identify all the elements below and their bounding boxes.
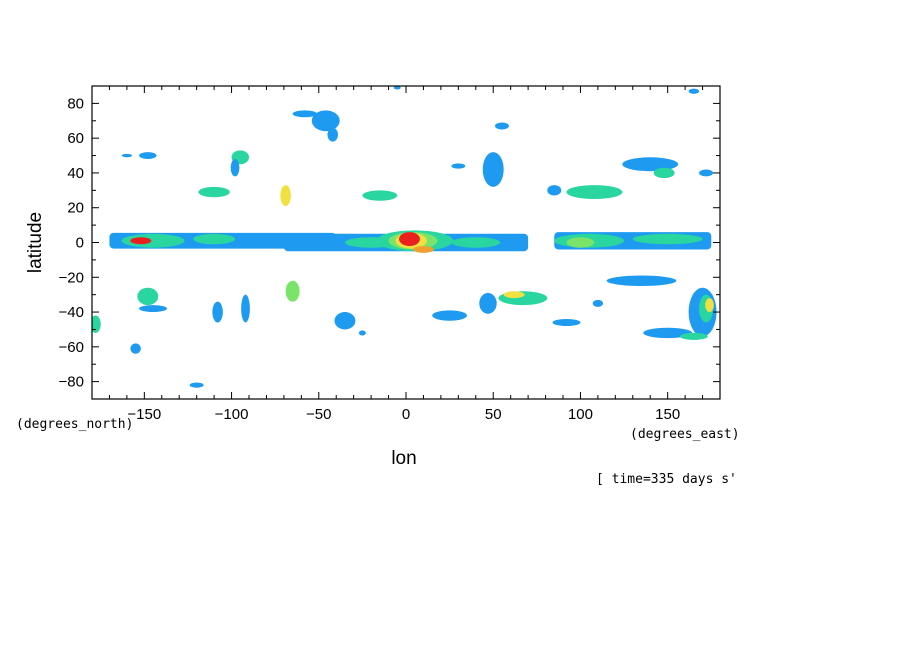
contour-region-36 [241,294,250,323]
contour-region-35 [212,301,223,323]
contour-region-37 [285,280,300,302]
contour-region-49 [705,298,714,313]
contour-region-40 [432,310,468,321]
contour-region-56 [121,153,133,158]
contour-region-15 [632,233,703,245]
x-axis-units: (degrees_east) [630,427,740,442]
contour-region-29 [622,157,679,172]
y-tick-label: −20 [59,269,84,286]
contour-region-46 [606,275,677,286]
y-tick-label: 80 [67,95,84,112]
contour-region-22 [280,185,291,206]
x-tick-label: 0 [402,406,410,423]
y-tick-label: −60 [59,339,84,356]
contour-region-5 [193,233,236,245]
contour-region-55 [688,88,700,94]
contour-region-3 [121,233,185,248]
contour-region-4 [130,237,152,245]
contour-region-33 [137,287,159,306]
y-tick-label: −40 [59,304,84,321]
y-tick-label: 60 [67,130,84,147]
contour-region-10 [399,232,420,246]
contour-region-32 [451,163,466,169]
contour-region-44 [552,319,581,326]
x-tick-label: 50 [485,406,502,423]
contour-region-25 [482,152,504,187]
contour-region-11 [412,245,434,253]
time-annotation: [ time=335 days s' [596,472,737,487]
y-axis-units: (degrees_north) [16,417,133,432]
contour-region-54 [189,382,204,388]
contour-region-50 [643,327,693,339]
x-tick-label: −100 [215,406,249,423]
contour-region-17 [292,110,318,118]
y-tick-label: −80 [59,374,84,391]
contour-region-53 [130,343,141,354]
contour-region-52 [92,315,101,333]
y-tick-label: 20 [67,200,84,217]
contour-region-30 [653,167,675,179]
contour-region-38 [334,312,356,330]
contour-region-57 [393,86,401,90]
contour-region-51 [679,332,708,340]
x-tick-label: −50 [306,406,331,423]
contour-region-45 [592,299,604,307]
x-tick-label: 150 [655,406,680,423]
contour-region-26 [494,122,509,130]
contour-region-41 [479,292,497,314]
x-axis-title: lon [391,448,416,469]
contour-region-27 [547,185,562,196]
y-tick-label: 40 [67,165,84,182]
contour-region-28 [566,185,623,200]
axis-ticks: −150 −100 −50 0 50 100 150 −80 −60 −40 −20 0 20 40 60 8… [59,85,720,423]
contour-region-43 [503,291,525,299]
contour-region-34 [139,305,168,313]
contour-region-23 [139,152,157,160]
y-axis-title: latitude [25,212,46,273]
contour-region-24 [362,190,398,201]
contour-region-18 [327,127,338,142]
contour-region-21 [198,186,230,198]
contour-region-14 [566,237,595,248]
y-tick-label: 0 [76,235,84,252]
contour-region-31 [699,169,714,177]
contour-region-16 [311,110,340,132]
contour-region-39 [358,330,366,336]
contour-fill-layer [92,86,717,388]
x-tick-label: 100 [568,406,593,423]
contour-region-20 [230,159,240,177]
x-tick-label: −150 [127,406,161,423]
contour-region-12 [451,237,501,248]
